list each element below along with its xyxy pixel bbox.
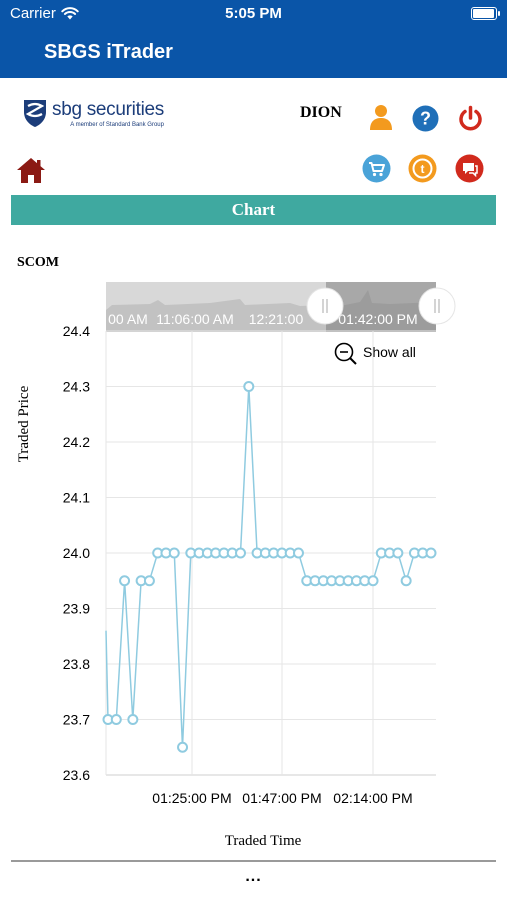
x-tick-label: 01:47:00 PM xyxy=(242,790,321,806)
help-icon: ? xyxy=(412,105,438,131)
wifi-icon xyxy=(61,7,79,20)
show-all-label: Show all xyxy=(363,344,416,360)
data-point[interactable] xyxy=(119,575,131,587)
y-tick-label: 23.6 xyxy=(63,767,90,783)
sbg-logo: sbg securities A member of Standard Bank… xyxy=(22,98,164,128)
data-point[interactable] xyxy=(400,575,412,587)
y-tick-label: 24.2 xyxy=(63,434,90,450)
y-tick-label: 24.3 xyxy=(63,379,90,395)
navigator-label: 11:06:00 AM xyxy=(156,311,234,327)
data-point[interactable] xyxy=(177,741,189,753)
section-title: Chart xyxy=(11,195,496,225)
y-tick-label: 24.4 xyxy=(63,323,90,339)
header-row: sbg securities A member of Standard Bank… xyxy=(0,90,507,140)
data-point[interactable] xyxy=(392,547,404,559)
navigator-right-handle[interactable] xyxy=(418,287,456,325)
y-tick-label: 24.1 xyxy=(63,490,90,506)
navigator-label: 12:21:00 xyxy=(249,311,304,327)
y-axis-ticks: 23.6 23.7 23.8 23.9 24.0 24.1 24.2 24.3 24.4 xyxy=(63,323,90,783)
app-title: SBGS iTrader xyxy=(44,41,173,63)
status-carrier: Carrier xyxy=(10,5,79,22)
sbg-shield-icon xyxy=(24,100,46,127)
svg-text:t: t xyxy=(420,162,424,176)
power-icon xyxy=(458,105,482,130)
x-tick-label: 01:25:00 PM xyxy=(152,790,231,806)
status-bar: Carrier 5:05 PM xyxy=(0,0,507,28)
x-tick-label: 02:14:00 PM xyxy=(333,790,412,806)
nav-bar: SBGS iTrader xyxy=(0,28,507,78)
data-point[interactable] xyxy=(143,575,155,587)
data-point[interactable] xyxy=(425,547,437,559)
battery-icon xyxy=(471,7,500,20)
bottom-separator xyxy=(11,860,496,862)
x-axis-ticks: 01:25:00 PM 01:47:00 PM 02:14:00 PM xyxy=(152,790,412,806)
navigator-selection[interactable] xyxy=(326,282,436,332)
battery-level xyxy=(473,9,494,18)
data-point[interactable] xyxy=(127,714,139,725)
logout-button[interactable] xyxy=(455,103,485,133)
chat-button[interactable] xyxy=(454,153,484,183)
y-axis-label: Traded Price xyxy=(16,385,32,462)
data-point[interactable] xyxy=(168,547,180,559)
user-name: DION xyxy=(300,104,342,121)
more-indicator[interactable]: ... xyxy=(245,868,262,885)
navigator-label: 00 AM xyxy=(108,311,148,327)
help-button[interactable]: ? xyxy=(410,103,440,133)
cart-button[interactable] xyxy=(361,153,391,183)
status-time: 5:05 PM xyxy=(225,5,282,22)
y-tick-label: 23.9 xyxy=(63,601,90,617)
chat-icon xyxy=(455,154,483,182)
range-navigator[interactable]: 00 AM 11:06:00 AM 12:21:00 01:42:00 PM xyxy=(106,282,456,332)
cart-icon xyxy=(362,154,390,182)
data-point[interactable] xyxy=(110,714,122,725)
ticket-button[interactable]: t xyxy=(407,153,437,183)
data-point[interactable] xyxy=(235,547,247,559)
x-axis-label: Traded Time xyxy=(225,833,302,849)
navigator-label: 01:42:00 PM xyxy=(338,311,417,327)
navigator-left-handle[interactable] xyxy=(306,287,344,325)
home-button[interactable] xyxy=(16,155,46,185)
price-chart[interactable]: 00 AM 11:06:00 AM 12:21:00 01:42:00 PM Show… xyxy=(0,275,507,855)
profile-button[interactable] xyxy=(366,102,396,132)
stock-symbol: SCOM xyxy=(17,255,59,270)
chart-grid xyxy=(105,330,436,776)
zoom-out-icon xyxy=(334,342,354,362)
data-point[interactable] xyxy=(367,575,379,587)
svg-text:?: ? xyxy=(420,108,431,128)
data-point[interactable] xyxy=(292,547,304,559)
navigator-area xyxy=(106,290,436,332)
price-series xyxy=(102,381,437,753)
logo-text: sbg securities xyxy=(52,98,164,120)
user-icon xyxy=(370,105,392,130)
show-all-button[interactable]: Show all xyxy=(334,342,416,365)
y-tick-label: 23.8 xyxy=(63,656,90,672)
y-tick-label: 23.7 xyxy=(63,712,90,728)
data-point[interactable] xyxy=(243,381,255,392)
series-line xyxy=(105,386,431,748)
logo-subtext: A member of Standard Bank Group xyxy=(70,121,164,128)
carrier-label: Carrier xyxy=(10,5,56,22)
y-tick-label: 24.0 xyxy=(63,545,90,561)
ticket-icon: t xyxy=(408,154,436,182)
home-icon xyxy=(17,158,45,183)
navigator-labels: 00 AM 11:06:00 AM 12:21:00 01:42:00 PM xyxy=(108,311,418,327)
